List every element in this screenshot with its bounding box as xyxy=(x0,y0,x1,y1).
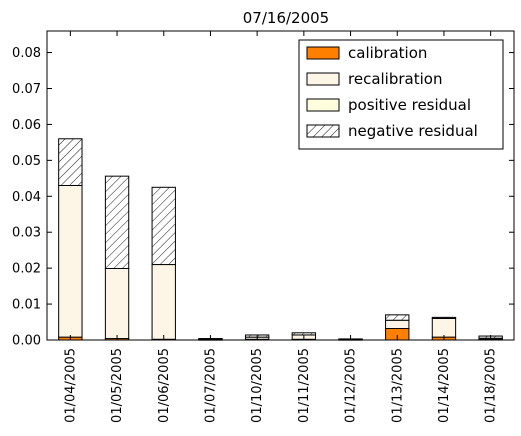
x-tick-label: 01/13/2005 xyxy=(390,348,405,423)
axes-layer: 0.00 0.01 0.02 0.03 0.04 0.05 0.06 0.07 0.08 01/0… xyxy=(12,30,515,423)
bar-negative-residual-2 xyxy=(151,186,176,266)
y-tick-label: 0.06 xyxy=(12,118,41,133)
x-tick-label: 01/04/2005 xyxy=(63,348,78,423)
x-tick-label: 01/11/2005 xyxy=(297,348,312,423)
bars-layer xyxy=(58,138,503,341)
bar-negative-residual-5 xyxy=(291,332,317,336)
bar-negative-residual-7 xyxy=(385,314,410,321)
bar-negative-residual-0 xyxy=(58,138,83,186)
bar-recalibration-8 xyxy=(431,317,457,338)
bar-recalibration-2 xyxy=(151,264,176,340)
x-tick-label: 01/14/2005 xyxy=(437,348,452,423)
plot-frame xyxy=(46,30,515,341)
y-tick-label: 0.03 xyxy=(12,226,41,241)
bar-negative-residual-1 xyxy=(104,175,130,269)
legend-swatch xyxy=(306,124,340,138)
x-tick-label: 01/10/2005 xyxy=(250,348,265,423)
y-tick-label: 0.07 xyxy=(12,82,41,97)
x-tick-label: 01/06/2005 xyxy=(157,348,172,423)
bar-negative-residual-8 xyxy=(431,316,457,319)
y-tick-label: 0.01 xyxy=(12,298,41,313)
y-tick-label: 0.05 xyxy=(12,154,41,169)
x-tick-label: 01/18/2005 xyxy=(484,348,499,423)
legend-swatch xyxy=(306,46,340,60)
y-tick-label: 0.08 xyxy=(12,46,41,61)
y-tick-label: 0.00 xyxy=(12,334,41,349)
x-tick-label: 01/07/2005 xyxy=(203,348,218,423)
bar-recalibration-1 xyxy=(104,268,130,340)
legend-swatch xyxy=(306,72,340,86)
legend-swatch xyxy=(306,98,340,112)
legend-item-calibration: calibration xyxy=(306,44,427,62)
legend: calibration recalibration positive residua… xyxy=(298,39,504,150)
chart-title: 07/16/2005 xyxy=(243,9,329,27)
legend-item-positive-residual: positive residual xyxy=(306,96,471,114)
legend-label: negative residual xyxy=(348,122,478,140)
bar-recalibration-7 xyxy=(385,319,410,329)
x-tick-label: 01/12/2005 xyxy=(344,348,359,423)
y-tick-label: 0.02 xyxy=(12,262,41,277)
x-tick-label: 01/05/2005 xyxy=(110,348,125,423)
y-tick-label: 0.04 xyxy=(12,190,41,205)
legend-item-negative-residual: negative residual xyxy=(306,122,478,140)
legend-item-recalibration: recalibration xyxy=(306,70,442,88)
legend-label: positive residual xyxy=(348,96,471,114)
legend-label: recalibration xyxy=(348,70,442,88)
legend-label: calibration xyxy=(348,44,427,62)
bar-recalibration-0 xyxy=(58,185,83,338)
